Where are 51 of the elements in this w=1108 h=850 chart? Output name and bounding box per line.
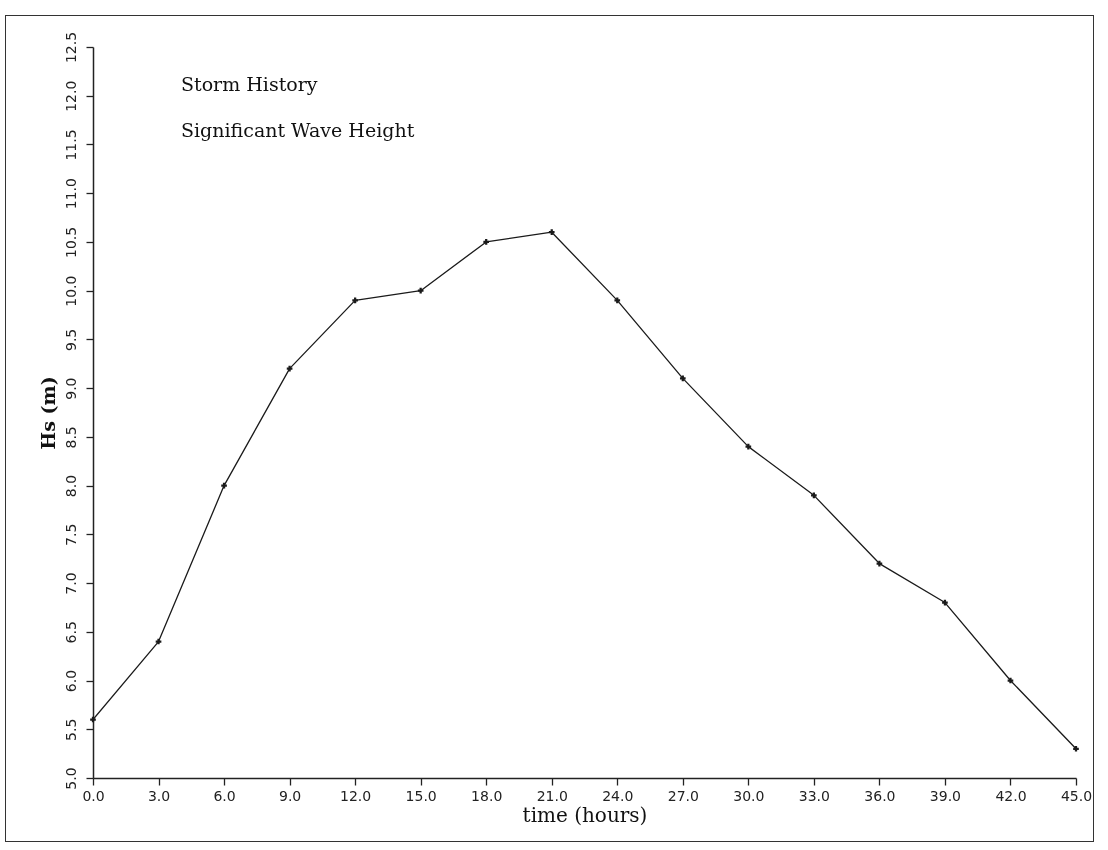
x-axis-title: time (hours) xyxy=(522,802,648,827)
point xyxy=(1007,677,1014,684)
x-tick-label: 45.0 xyxy=(1060,787,1093,804)
y-tick-label: 11.0 xyxy=(62,178,79,210)
text: Significant Wave Height xyxy=(181,119,415,142)
x-tick-label: 33.0 xyxy=(798,787,830,804)
y-tick-label: 11.5 xyxy=(62,129,79,161)
x-tick-label: 39.0 xyxy=(929,787,962,804)
y-tick-label: 10.0 xyxy=(62,275,79,307)
y-tick-label: 12.0 xyxy=(62,80,79,112)
y-tick-label: 7.5 xyxy=(62,523,79,546)
y-tick-label: 8.5 xyxy=(62,426,79,449)
y-tick-label: 10.5 xyxy=(62,226,79,259)
x-tick-label: 27.0 xyxy=(667,787,699,804)
point xyxy=(614,297,621,304)
point xyxy=(548,229,555,236)
x-tick-label: 24.0 xyxy=(602,787,634,804)
x-tick-label: 9.0 xyxy=(278,787,302,804)
x-tick-label: 36.0 xyxy=(864,787,896,804)
point xyxy=(745,443,752,450)
y-tick-label: 8.0 xyxy=(62,474,79,498)
point xyxy=(90,716,96,723)
point xyxy=(221,482,227,489)
point xyxy=(942,599,948,606)
y-tick-label: 6.0 xyxy=(62,669,79,693)
point xyxy=(1073,745,1079,752)
x-tick-label: 12.0 xyxy=(340,787,372,804)
point xyxy=(286,365,293,372)
y-tick-label: 12.5 xyxy=(62,31,79,64)
x-tick-label: 3.0 xyxy=(147,787,171,804)
x-tick-label: 18.0 xyxy=(471,787,503,804)
x-tick-label: 30.0 xyxy=(733,787,765,804)
point xyxy=(876,560,883,567)
y-axis-title: Hs (m) xyxy=(36,376,59,450)
y-tick-label: 7.0 xyxy=(62,572,79,595)
point xyxy=(811,492,817,499)
y-tick-label: 9.5 xyxy=(62,328,79,352)
x-tick-label: 21.0 xyxy=(536,787,568,804)
point xyxy=(155,638,162,645)
x-tick-label: 42.0 xyxy=(995,787,1027,804)
y-tick-label: 9.0 xyxy=(62,377,79,400)
point xyxy=(483,239,490,245)
x-tick-label: 0.0 xyxy=(82,787,105,804)
x-tick-label: 6.0 xyxy=(213,787,236,804)
point xyxy=(679,375,686,382)
y-tick-label: 6.5 xyxy=(62,621,79,644)
y-tick-label: 5.5 xyxy=(62,718,79,741)
y-tick-label: 5.0 xyxy=(62,767,79,790)
x-tick-label: 15.0 xyxy=(405,787,437,804)
text: Storm History xyxy=(181,73,318,96)
point xyxy=(352,297,358,304)
